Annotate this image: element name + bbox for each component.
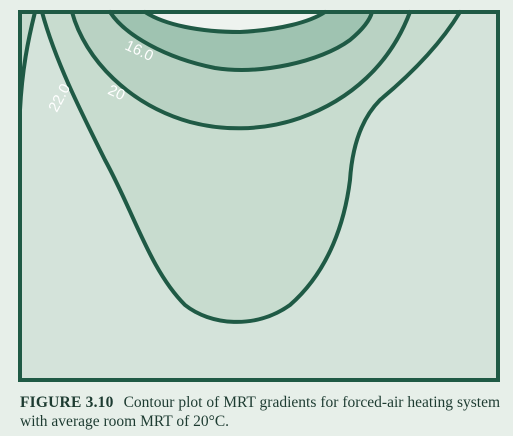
contour-line-u	[40, 10, 462, 324]
figure-caption-text: Contour plot of MRT gradients for forced…	[20, 394, 500, 430]
contour-line-core	[143, 10, 327, 34]
contour-line-16	[108, 10, 374, 72]
contour-plot: 16.0 20 22.0	[18, 10, 500, 382]
contour-region-22	[20, 12, 35, 110]
figure-label: FIGURE 3.10	[20, 394, 114, 411]
contour-line-20	[70, 10, 412, 131]
figure-caption: FIGURE 3.10 Contour plot of MRT gradients…	[20, 393, 500, 431]
contour-label-20: 20	[105, 82, 127, 104]
plot-frame	[18, 10, 500, 382]
